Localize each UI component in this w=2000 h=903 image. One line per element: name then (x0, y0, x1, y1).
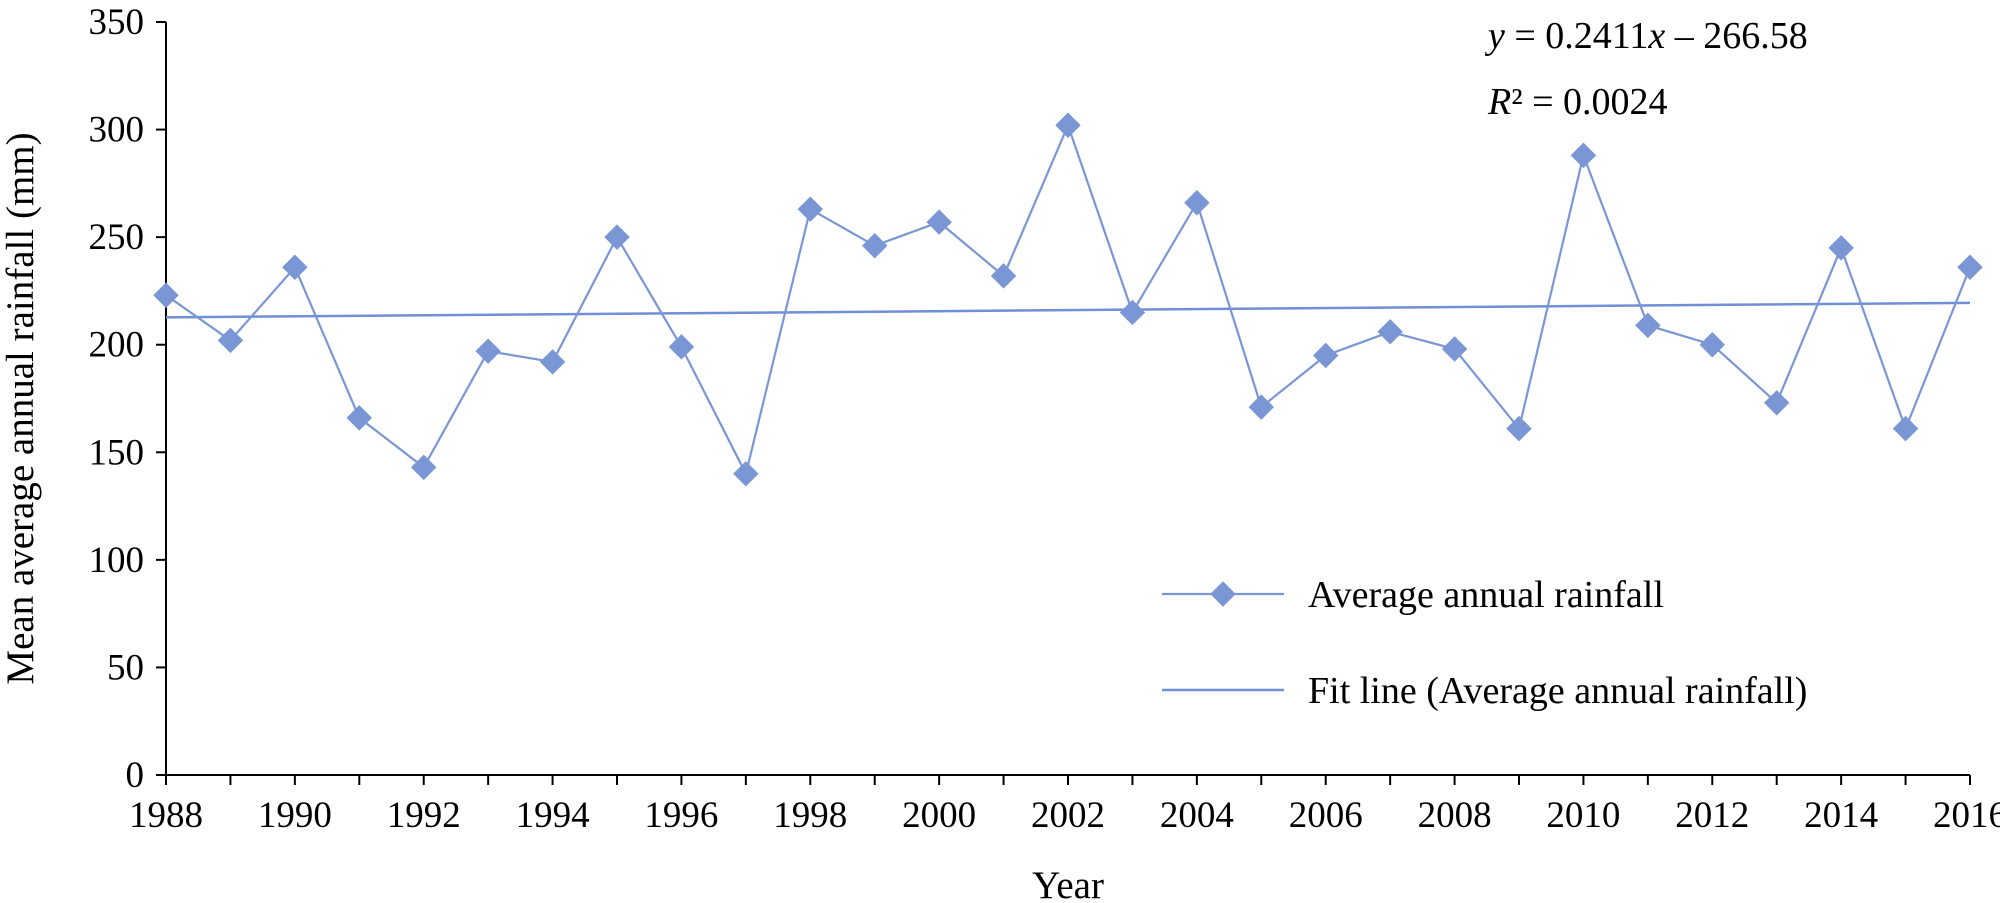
data-point-diamond (153, 282, 179, 308)
equation-coefficient: = 0.2411 (1505, 15, 1649, 57)
r-squared: R² = 0.0024 (1487, 81, 1668, 123)
y-tick-label: 50 (107, 647, 144, 688)
data-point-diamond (1828, 235, 1854, 261)
data-point-diamond (1506, 415, 1532, 442)
x-tick-label: 2014 (1804, 795, 1878, 836)
data-point-diamond (668, 334, 695, 360)
data-point-diamond (475, 338, 501, 364)
x-tick-label: 1996 (644, 795, 718, 836)
data-point-diamond (861, 233, 888, 259)
data-point-diamond (1119, 299, 1146, 326)
data-point-diamond (1312, 342, 1339, 369)
x-tick-label: 2006 (1289, 795, 1363, 836)
data-point-diamond (1248, 394, 1275, 420)
y-tick-label: 300 (89, 110, 145, 151)
y-tick-label: 350 (89, 2, 145, 43)
data-point-diamond (926, 209, 952, 235)
legend-item-rainfall: Average annual rainfall (1162, 574, 1664, 616)
y-axis-title: Mean average annual rainfall (mm) (0, 132, 42, 684)
data-point-diamond (1957, 254, 1983, 280)
data-point-diamond (1377, 319, 1403, 345)
x-tick-label: 2008 (1418, 795, 1492, 836)
legend-item-fit-line: Fit line (Average annual rainfall) (1162, 670, 1807, 712)
data-point-diamond (410, 454, 437, 481)
data-point-diamond (217, 327, 244, 354)
x-tick-label: 2010 (1546, 795, 1620, 836)
equation-intercept: – 266.58 (1665, 15, 1808, 57)
data-point-diamond (1570, 142, 1597, 169)
equation-x-symbol: x (1647, 15, 1665, 57)
legend: Average annual rainfall Fit line (Averag… (1162, 574, 1807, 712)
x-tick-label: 2004 (1160, 795, 1234, 836)
data-point-diamond (1055, 112, 1081, 138)
rainfall-series-line (165, 122, 1972, 477)
legend-diamond-marker (1210, 581, 1236, 607)
y-tick-label: 100 (89, 540, 145, 581)
data-point-diamond (1635, 312, 1661, 339)
data-point-diamond (990, 263, 1017, 289)
data-point-diamond (282, 254, 308, 280)
data-point-diamond (797, 196, 824, 222)
data-point-diamond (1184, 189, 1210, 216)
x-tick-label: 1994 (516, 795, 590, 836)
x-tick-label: 1988 (129, 795, 203, 836)
data-point-diamond (539, 349, 566, 375)
y-axis-ticks: 0 50 100 150 200 250 300 350 (89, 2, 166, 796)
x-tick-label: 1998 (773, 795, 847, 836)
fit-line (165, 301, 1971, 319)
x-tick-label: 1990 (258, 795, 332, 836)
y-tick-label: 200 (89, 325, 145, 366)
data-point-diamond (346, 405, 373, 431)
x-axis-ticks: 1988 1990 1992 1994 1996 1998 2000 2002 2004 2006… (129, 775, 2000, 836)
regression-equation: y = 0.2411x – 266.58 (1484, 15, 1808, 57)
series-group (153, 112, 1983, 487)
x-axis-title: Year (1032, 864, 1104, 903)
x-tick-label: 2000 (902, 795, 976, 836)
y-tick-label: 0 (126, 755, 145, 796)
y-tick-label: 250 (89, 217, 145, 258)
x-tick-label: 2002 (1031, 795, 1105, 836)
data-point-diamond (604, 224, 630, 250)
equation-y-symbol: y (1484, 15, 1505, 57)
data-point-diamond (1892, 415, 1919, 442)
data-point-diamond (1441, 336, 1468, 362)
legend-label-rainfall: Average annual rainfall (1308, 574, 1664, 616)
r2-symbol: R (1487, 81, 1511, 123)
x-tick-label: 2016 (1933, 795, 2000, 836)
legend-label-fit-line: Fit line (Average annual rainfall) (1308, 670, 1807, 712)
x-tick-label: 2012 (1675, 795, 1749, 836)
y-tick-label: 150 (89, 432, 145, 473)
r2-value: ² = 0.0024 (1511, 81, 1667, 123)
data-point-diamond (733, 461, 759, 487)
x-tick-label: 1992 (387, 795, 461, 836)
